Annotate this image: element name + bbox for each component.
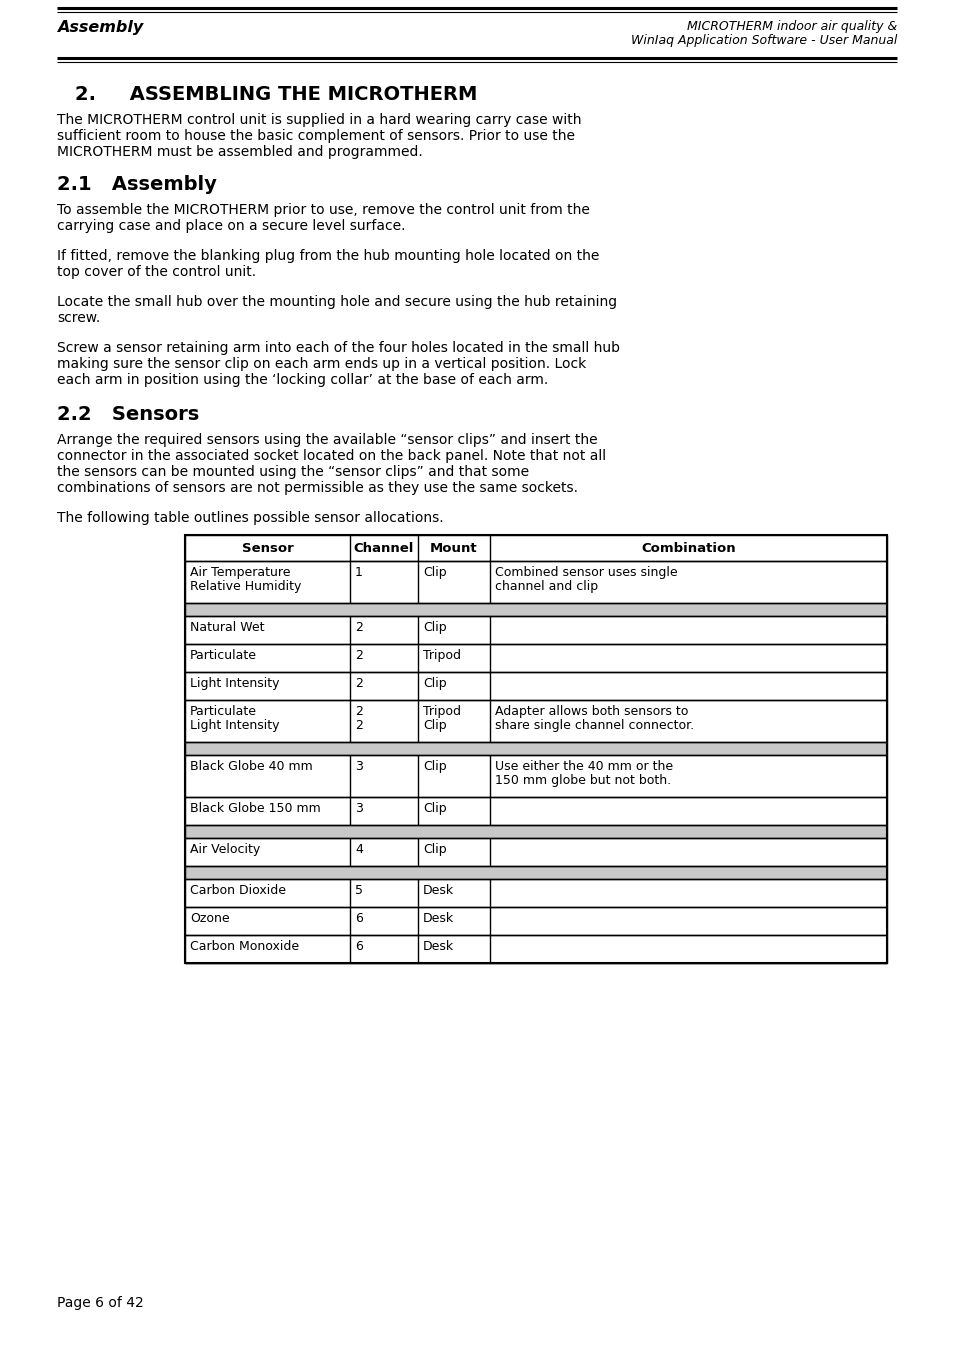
Text: Desk: Desk — [422, 940, 454, 952]
Text: 2: 2 — [355, 719, 362, 732]
Text: Black Globe 40 mm: Black Globe 40 mm — [190, 761, 313, 773]
Text: The following table outlines possible sensor allocations.: The following table outlines possible se… — [57, 511, 443, 526]
Bar — [185, 535, 886, 963]
Text: Sensor: Sensor — [241, 542, 294, 554]
Text: Combined sensor uses single: Combined sensor uses single — [495, 566, 677, 580]
Text: 150 mm globe but not both.: 150 mm globe but not both. — [495, 774, 670, 788]
Bar — [185, 755, 886, 797]
Text: To assemble the MICROTHERM prior to use, remove the control unit from the: To assemble the MICROTHERM prior to use,… — [57, 203, 589, 218]
Text: Carbon Monoxide: Carbon Monoxide — [190, 940, 299, 952]
Text: Clip: Clip — [422, 621, 446, 634]
Text: Page 6 of 42: Page 6 of 42 — [57, 1296, 144, 1310]
Bar — [185, 825, 886, 838]
Text: making sure the sensor clip on each arm ends up in a vertical position. Lock: making sure the sensor clip on each arm … — [57, 357, 586, 372]
Bar — [185, 797, 886, 825]
Text: If fitted, remove the blanking plug from the hub mounting hole located on the: If fitted, remove the blanking plug from… — [57, 249, 598, 263]
Text: 1: 1 — [355, 566, 362, 580]
Text: Screw a sensor retaining arm into each of the four holes located in the small hu: Screw a sensor retaining arm into each o… — [57, 340, 619, 355]
Bar — [185, 561, 886, 603]
Text: Mount: Mount — [430, 542, 477, 554]
Bar — [185, 616, 886, 644]
Bar — [185, 838, 886, 866]
Text: 2: 2 — [355, 677, 362, 690]
Text: Carbon Dioxide: Carbon Dioxide — [190, 884, 286, 897]
Text: Particulate: Particulate — [190, 648, 256, 662]
Text: Black Globe 150 mm: Black Globe 150 mm — [190, 802, 320, 815]
Text: Use either the 40 mm or the: Use either the 40 mm or the — [495, 761, 673, 773]
Text: Ozone: Ozone — [190, 912, 230, 925]
Text: sufficient room to house the basic complement of sensors. Prior to use the: sufficient room to house the basic compl… — [57, 128, 575, 143]
Bar — [185, 742, 886, 755]
Text: 2: 2 — [355, 705, 362, 717]
Text: Clip: Clip — [422, 761, 446, 773]
Text: Clip: Clip — [422, 566, 446, 580]
Bar — [185, 700, 886, 742]
Text: 3: 3 — [355, 761, 362, 773]
Text: top cover of the control unit.: top cover of the control unit. — [57, 265, 255, 280]
Text: 6: 6 — [355, 940, 362, 952]
Text: each arm in position using the ‘locking collar’ at the base of each arm.: each arm in position using the ‘locking … — [57, 373, 548, 386]
Text: Locate the small hub over the mounting hole and secure using the hub retaining: Locate the small hub over the mounting h… — [57, 295, 617, 309]
Text: channel and clip: channel and clip — [495, 580, 598, 593]
Bar — [185, 644, 886, 671]
Text: Combination: Combination — [640, 542, 735, 554]
Bar — [185, 866, 886, 880]
Bar — [185, 935, 886, 963]
Text: Natural Wet: Natural Wet — [190, 621, 264, 634]
Text: Channel: Channel — [354, 542, 414, 554]
Text: carrying case and place on a secure level surface.: carrying case and place on a secure leve… — [57, 219, 405, 232]
Text: 2.     ASSEMBLING THE MICROTHERM: 2. ASSEMBLING THE MICROTHERM — [75, 85, 476, 104]
Text: Particulate: Particulate — [190, 705, 256, 717]
Text: Adapter allows both sensors to: Adapter allows both sensors to — [495, 705, 688, 717]
Text: screw.: screw. — [57, 311, 100, 326]
Text: Clip: Clip — [422, 843, 446, 857]
Bar — [185, 671, 886, 700]
Text: 2.1   Assembly: 2.1 Assembly — [57, 176, 216, 195]
Text: Clip: Clip — [422, 719, 446, 732]
Text: Tripod: Tripod — [422, 648, 460, 662]
Text: connector in the associated socket located on the back panel. Note that not all: connector in the associated socket locat… — [57, 449, 605, 463]
Text: Air Velocity: Air Velocity — [190, 843, 260, 857]
Bar — [185, 907, 886, 935]
Text: Air Temperature: Air Temperature — [190, 566, 291, 580]
Text: Clip: Clip — [422, 677, 446, 690]
Text: 3: 3 — [355, 802, 362, 815]
Text: Arrange the required sensors using the available “sensor clips” and insert the: Arrange the required sensors using the a… — [57, 434, 597, 447]
Text: Desk: Desk — [422, 884, 454, 897]
Text: Clip: Clip — [422, 802, 446, 815]
Text: Desk: Desk — [422, 912, 454, 925]
Text: The MICROTHERM control unit is supplied in a hard wearing carry case with: The MICROTHERM control unit is supplied … — [57, 113, 581, 127]
Text: MICROTHERM indoor air quality &: MICROTHERM indoor air quality & — [686, 20, 896, 32]
Text: WinIaq Application Software - User Manual: WinIaq Application Software - User Manua… — [630, 34, 896, 47]
Text: 2.2   Sensors: 2.2 Sensors — [57, 405, 199, 424]
Text: Relative Humidity: Relative Humidity — [190, 580, 301, 593]
Text: Light Intensity: Light Intensity — [190, 677, 279, 690]
Text: the sensors can be mounted using the “sensor clips” and that some: the sensors can be mounted using the “se… — [57, 465, 529, 480]
Text: share single channel connector.: share single channel connector. — [495, 719, 694, 732]
Bar — [185, 603, 886, 616]
Text: 5: 5 — [355, 884, 363, 897]
Text: 4: 4 — [355, 843, 362, 857]
Text: Light Intensity: Light Intensity — [190, 719, 279, 732]
Text: Assembly: Assembly — [57, 20, 143, 35]
Text: combinations of sensors are not permissible as they use the same sockets.: combinations of sensors are not permissi… — [57, 481, 578, 494]
Bar — [185, 880, 886, 907]
Text: 6: 6 — [355, 912, 362, 925]
Text: 2: 2 — [355, 648, 362, 662]
Text: Tripod: Tripod — [422, 705, 460, 717]
Text: 2: 2 — [355, 621, 362, 634]
Text: MICROTHERM must be assembled and programmed.: MICROTHERM must be assembled and program… — [57, 145, 422, 159]
